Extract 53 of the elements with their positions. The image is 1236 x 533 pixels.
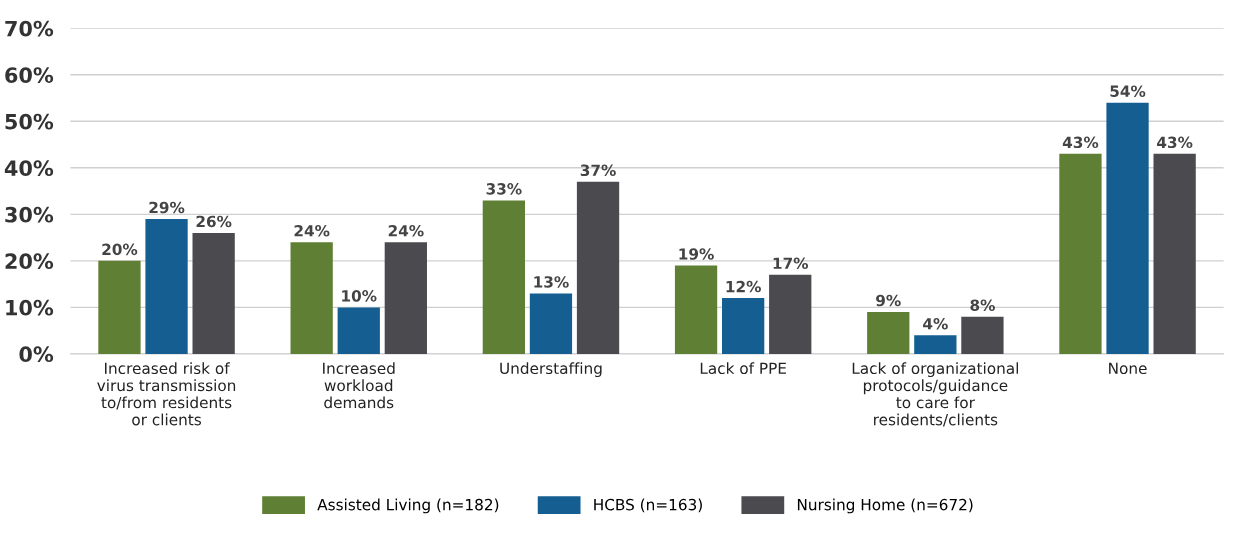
data-label: 33%	[486, 183, 522, 195]
y-tick-label: 70%	[5, 20, 54, 37]
bar	[867, 312, 910, 354]
data-label: 17%	[773, 257, 809, 270]
y-tick-label: 60%	[5, 67, 54, 83]
bar	[1106, 102, 1149, 354]
bar	[769, 274, 812, 354]
x-tick-label: Lack of PPE	[700, 362, 786, 375]
y-tick-label: 30%	[5, 206, 54, 223]
y-tick-label: 50%	[5, 113, 54, 130]
x-tick-label: Understaffing	[500, 362, 602, 378]
data-label: 54%	[1110, 85, 1146, 97]
y-tick-label: 0%	[19, 346, 54, 363]
data-label: 26%	[196, 215, 232, 228]
bar	[576, 181, 620, 354]
bar	[337, 307, 380, 354]
bar	[290, 242, 333, 354]
bar	[674, 265, 718, 354]
data-label: 43%	[1062, 136, 1099, 149]
data-label: 19%	[679, 248, 714, 260]
bar	[1153, 153, 1196, 354]
y-tick-label: 20%	[5, 253, 54, 270]
legend-label: Assisted Living (n=182)	[317, 498, 499, 514]
bar	[961, 316, 1004, 354]
x-tick-label: None	[1109, 362, 1147, 375]
data-label: 29%	[149, 201, 185, 214]
legend-label: HCBS (n=163)	[594, 498, 702, 513]
data-label: 9%	[876, 294, 901, 307]
y-tick-label: 10%	[6, 299, 54, 316]
bar	[529, 293, 573, 354]
bar	[722, 298, 765, 354]
data-label: 4%	[923, 318, 948, 330]
data-label: 13%	[534, 276, 569, 288]
bar	[145, 218, 188, 354]
data-label: 43%	[1157, 136, 1193, 149]
y-tick-label: 40%	[4, 160, 54, 177]
data-label: 8%	[970, 299, 995, 311]
bar	[384, 242, 427, 354]
x-tick-label: Increased workload demands	[323, 362, 395, 409]
data-label: 20%	[102, 243, 138, 256]
x-tick-label: Lack of organizational protocols/guidance to care for residents/clients	[852, 362, 1018, 427]
bar	[98, 260, 141, 354]
legend-label: Nursing Home (n=672)	[797, 498, 973, 514]
data-label: 24%	[294, 224, 330, 237]
data-label: 37%	[580, 164, 616, 177]
bar	[1059, 153, 1102, 354]
data-label: 12%	[726, 280, 761, 293]
bar	[914, 335, 957, 354]
data-label: 10%	[342, 290, 377, 302]
x-tick-label: Increased risk of virus transmission to/from residents or clients	[97, 362, 236, 426]
bar	[482, 200, 525, 354]
data-label: 24%	[388, 224, 424, 237]
bar	[192, 232, 235, 354]
